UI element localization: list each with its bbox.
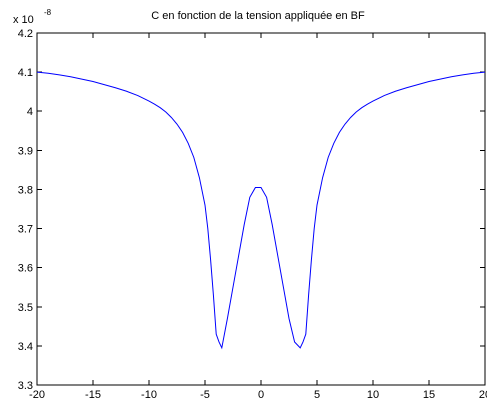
y-tick-label: 3.7 xyxy=(18,224,33,236)
y-exponent-prefix: x 10 xyxy=(13,14,34,26)
axes-box xyxy=(36,32,486,386)
series-line xyxy=(36,71,486,350)
y-exponent: -8 xyxy=(44,8,52,17)
x-tick-label: -15 xyxy=(85,389,101,401)
x-axis-ticks: -20 -15 -10 -5 0 5 10 15 20 xyxy=(29,33,487,401)
x-tick-label: 0 xyxy=(258,389,264,401)
chart-title: C en fonction de la tension appliquée en… xyxy=(151,10,365,22)
x-tick-label: 10 xyxy=(367,389,379,401)
plot-area-frame xyxy=(36,32,486,386)
y-tick-label: 3.6 xyxy=(18,263,33,275)
y-tick-label: 4 xyxy=(27,106,33,118)
y-tick-label: 4.1 xyxy=(18,67,33,79)
y-tick-label: 3.9 xyxy=(18,145,33,157)
x-tick-label: -20 xyxy=(29,389,45,401)
y-tick-label: 3.4 xyxy=(18,341,33,353)
x-tick-label: 5 xyxy=(314,389,320,401)
y-tick-label: 3.5 xyxy=(18,302,33,314)
x-tick-label: 20 xyxy=(479,389,487,401)
y-tick-label: 4.2 xyxy=(18,28,33,40)
y-tick-label: 3.3 xyxy=(18,380,33,392)
y-axis-ticks: 3.3 3.4 3.5 3.6 3.7 3.8 3.9 4 4.1 4.2 xyxy=(18,28,485,392)
x-tick-label: -5 xyxy=(200,389,210,401)
y-tick-label: 3.8 xyxy=(18,184,33,196)
x-tick-label: 15 xyxy=(423,389,435,401)
x-tick-label: -10 xyxy=(141,389,157,401)
series-layer xyxy=(36,71,486,350)
